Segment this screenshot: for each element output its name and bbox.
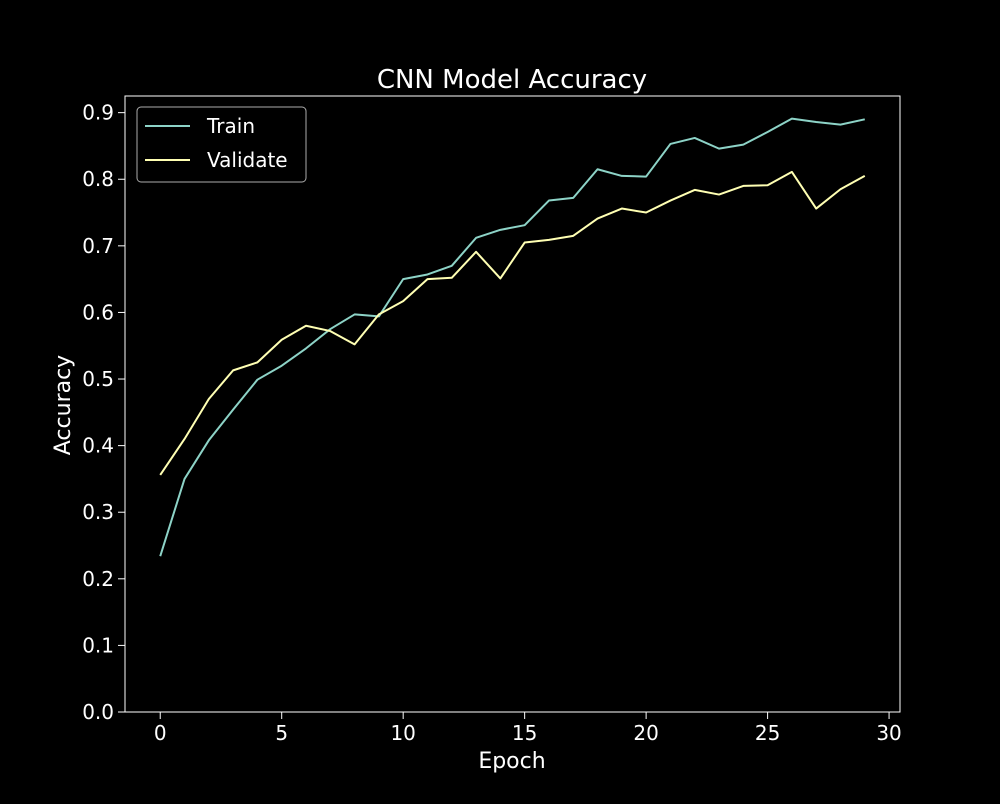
x-tick-label: 5 <box>275 721 288 745</box>
y-tick-label: 0.3 <box>82 500 114 524</box>
y-axis: 0.0 0.1 0.2 0.3 0.4 0.5 0.6 0.7 0.8 0.9 <box>82 101 125 724</box>
y-tick-label: 0.9 <box>82 101 114 125</box>
series-line-train <box>159 117 865 557</box>
y-tick-label: 0.7 <box>82 234 114 258</box>
x-tick-label: 20 <box>633 721 658 745</box>
legend-label-train: Train <box>206 114 255 138</box>
x-axis: 0 5 10 15 20 25 30 <box>154 712 902 745</box>
x-axis-label: Epoch <box>478 749 545 774</box>
y-tick-label: 0.1 <box>82 633 114 657</box>
x-tick-label: 10 <box>390 721 415 745</box>
series-line-validate <box>159 170 866 476</box>
y-tick-label: 0.6 <box>82 300 114 324</box>
plot-frame <box>124 95 901 713</box>
x-tick-label: 15 <box>512 721 537 745</box>
y-tick-label: 0.8 <box>82 167 114 191</box>
y-tick-label: 0.4 <box>82 434 114 458</box>
x-tick-label: 0 <box>154 721 167 745</box>
y-tick-label: 0.2 <box>82 567 114 591</box>
chart-title: CNN Model Accuracy <box>377 65 647 95</box>
y-tick-label: 0.5 <box>82 367 114 391</box>
series-lines <box>159 117 866 557</box>
x-tick-label: 30 <box>876 721 901 745</box>
legend-label-validate: Validate <box>207 148 288 172</box>
y-tick-label: 0.0 <box>82 700 114 724</box>
x-tick-label: 25 <box>755 721 780 745</box>
y-axis-label: Accuracy <box>51 355 76 455</box>
legend: Train Validate <box>136 106 307 183</box>
